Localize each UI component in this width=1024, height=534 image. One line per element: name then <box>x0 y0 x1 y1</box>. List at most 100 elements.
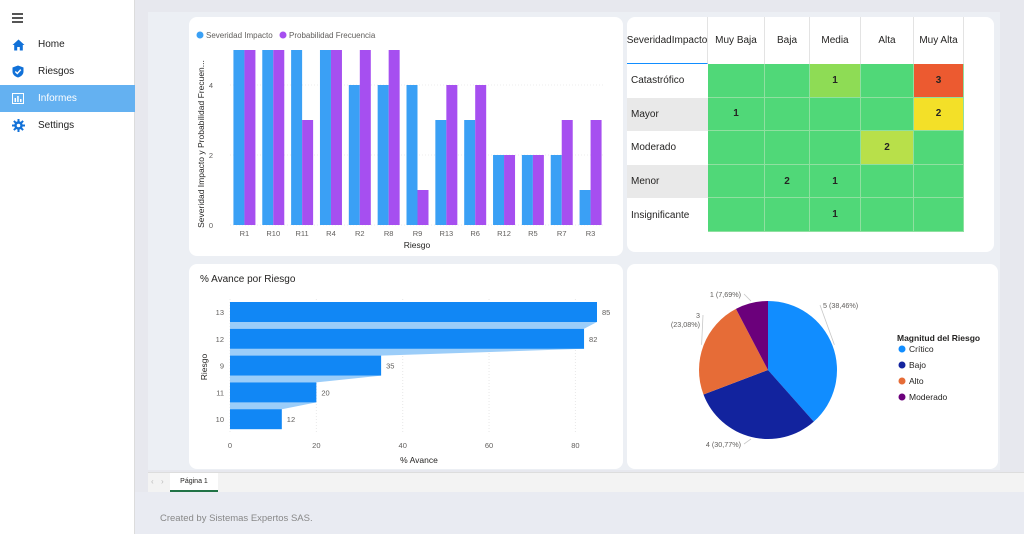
matrix-cell[interactable] <box>914 198 964 232</box>
matrix-cell[interactable] <box>861 97 914 132</box>
leader-line <box>819 304 835 345</box>
bar-R9-probabilidad[interactable] <box>417 190 429 225</box>
matrix-cell[interactable] <box>861 198 914 232</box>
bar-riesgo-12[interactable] <box>230 328 585 349</box>
risk-matrix: SeveridadImpacto Muy Baja Baja Media Alta Muy… <box>627 17 964 232</box>
matrix-row: Catastrófico 1 3 <box>627 64 964 98</box>
matrix-cell[interactable]: 3 <box>914 64 964 98</box>
bar-R12-severidad[interactable] <box>493 155 505 225</box>
x-axis-title: % Avance <box>400 455 438 465</box>
bar-R7-probabilidad[interactable] <box>561 120 573 225</box>
matrix-cell[interactable] <box>708 131 765 165</box>
pie-slice-alto[interactable] <box>699 308 768 395</box>
y-tick-label: 10 <box>216 415 224 424</box>
matrix-cell[interactable] <box>861 64 914 98</box>
matrix-cell[interactable] <box>765 64 810 98</box>
bar-R9-severidad[interactable] <box>406 85 418 225</box>
matrix-cell[interactable]: 1 <box>810 164 861 199</box>
leader-line <box>743 293 752 302</box>
bar-R3-severidad[interactable] <box>579 190 591 225</box>
matrix-cell[interactable]: 2 <box>861 131 914 165</box>
sidebar-item-informes[interactable]: Informes <box>0 85 135 112</box>
matrix-cell[interactable] <box>765 131 810 165</box>
tab-pagina-1[interactable]: Página 1 <box>170 473 218 492</box>
bar-R6-probabilidad[interactable] <box>475 85 487 225</box>
matrix-column-header: Baja <box>765 17 810 64</box>
bar-riesgo-13[interactable] <box>230 302 597 322</box>
x-tick-label: R7 <box>557 229 567 238</box>
leader-line <box>743 438 752 445</box>
sidebar: Home Riesgos Informes Settings <box>0 0 135 534</box>
matrix-row-label: Insignificante <box>627 198 708 232</box>
x-tick-label: 80 <box>571 441 579 450</box>
bar-R12-probabilidad[interactable] <box>504 155 516 225</box>
x-tick-label: R1 <box>240 229 250 238</box>
bar-riesgo-9[interactable] <box>230 355 382 376</box>
pie-slice-moderado[interactable] <box>735 301 768 370</box>
bar-riesgo-11[interactable] <box>230 382 317 403</box>
previous-page-arrow-icon[interactable]: ‹ <box>151 477 154 486</box>
matrix-cell[interactable] <box>861 164 914 199</box>
y-tick-label: 0 <box>209 221 213 230</box>
legend-label-severidad: Severidad Impacto <box>206 31 273 40</box>
y-tick-label: 4 <box>209 81 213 90</box>
next-page-arrow-icon[interactable]: › <box>161 477 164 486</box>
legend-label: Crítico <box>909 344 934 354</box>
bar-R1-probabilidad[interactable] <box>244 50 256 225</box>
pie-chart-visual[interactable]: 5 (38,46%) 4 (30,77%) 3 (23,08%) 1 (7,69%) M… <box>627 264 998 469</box>
bar-R4-probabilidad[interactable] <box>330 50 342 225</box>
matrix-cell[interactable] <box>765 198 810 232</box>
bar-R10-probabilidad[interactable] <box>273 50 285 225</box>
pie-slice-bajo[interactable] <box>703 370 814 439</box>
x-tick-label: R11 <box>296 229 309 238</box>
matrix-cell[interactable]: 1 <box>810 198 861 232</box>
clustered-column-chart-visual[interactable]: Severidad Impacto Probabilidad Frecuenci… <box>189 17 623 256</box>
bar-R3-probabilidad[interactable] <box>590 120 602 225</box>
bar-R8-probabilidad[interactable] <box>388 50 400 225</box>
legend-label-probabilidad: Probabilidad Frecuencia <box>289 31 376 40</box>
bar-R2-severidad[interactable] <box>348 85 360 225</box>
bar-R5-severidad[interactable] <box>521 155 533 225</box>
matrix-cell[interactable]: 2 <box>914 97 964 132</box>
bar-R11-probabilidad[interactable] <box>302 120 314 225</box>
matrix-cell[interactable] <box>914 131 964 165</box>
matrix-cell[interactable] <box>708 64 765 98</box>
bar-R6-severidad[interactable] <box>464 120 476 225</box>
bar-R8-severidad[interactable] <box>377 85 389 225</box>
x-tick-label: 60 <box>485 441 493 450</box>
hamburger-menu-icon[interactable] <box>9 9 27 27</box>
matrix-cell[interactable]: 2 <box>765 164 810 199</box>
matrix-cell[interactable] <box>765 97 810 132</box>
bar-chart-icon <box>11 92 25 106</box>
x-tick-label: R4 <box>326 229 336 238</box>
x-tick-label: R8 <box>384 229 394 238</box>
matrix-cell[interactable]: 1 <box>810 64 861 98</box>
matrix-cell[interactable] <box>810 131 861 165</box>
matrix-row-label: Catastrófico <box>627 64 708 98</box>
matrix-cell[interactable] <box>708 198 765 232</box>
bar-R13-probabilidad[interactable] <box>446 85 458 225</box>
sidebar-item-riesgos[interactable]: Riesgos <box>0 58 135 85</box>
risk-matrix-visual[interactable]: SeveridadImpacto Muy Baja Baja Media Alta Muy… <box>627 17 994 252</box>
matrix-cell[interactable] <box>914 164 964 199</box>
bar-R2-probabilidad[interactable] <box>359 50 371 225</box>
bar-R13-severidad[interactable] <box>435 120 447 225</box>
bar-R7-severidad[interactable] <box>550 155 562 225</box>
bar-R10-severidad[interactable] <box>262 50 274 225</box>
legend-marker-probabilidad <box>279 31 287 39</box>
matrix-row-label: Moderado <box>627 131 708 165</box>
legend-label: Alto <box>909 376 924 386</box>
footer: Created by Sistemas Expertos SAS. <box>135 492 1024 534</box>
sidebar-item-settings[interactable]: Settings <box>0 112 135 139</box>
pie-slice-crítico[interactable] <box>768 301 837 422</box>
bar-R1-severidad[interactable] <box>233 50 245 225</box>
sidebar-item-home[interactable]: Home <box>0 31 135 58</box>
matrix-cell[interactable] <box>810 97 861 132</box>
bar-R4-severidad[interactable] <box>319 50 331 225</box>
matrix-cell[interactable]: 1 <box>708 97 765 132</box>
bar-riesgo-10[interactable] <box>230 409 282 430</box>
bar-R11-severidad[interactable] <box>291 50 303 225</box>
progress-bar-chart-visual[interactable]: % Avance por Riesgo Riesgo % Avance 0 20 4… <box>189 264 623 469</box>
matrix-cell[interactable] <box>708 164 765 199</box>
bar-R5-probabilidad[interactable] <box>532 155 544 225</box>
